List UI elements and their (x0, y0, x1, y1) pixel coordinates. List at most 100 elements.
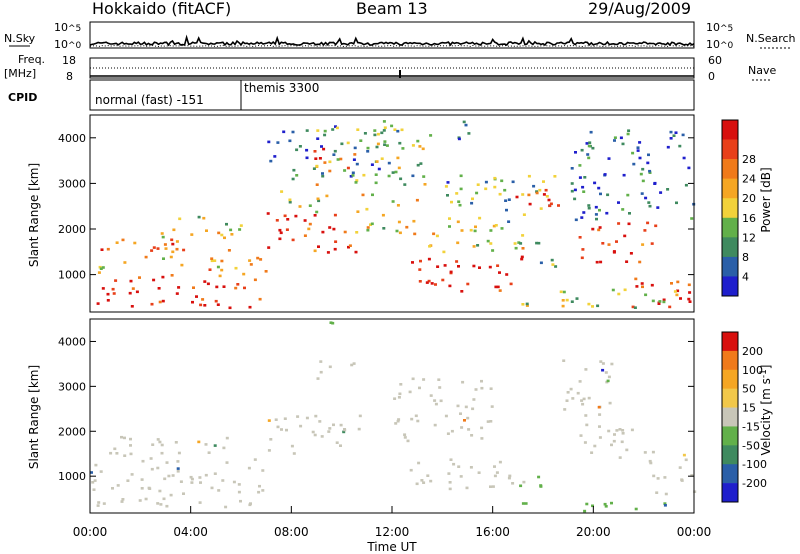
colorbar-swatch (722, 332, 738, 352)
powerImg-cell-15 (634, 277, 638, 281)
powerImg-cell-0 (112, 292, 116, 295)
velImg-cell-4 (511, 482, 515, 485)
powerImg-cell-18 (343, 169, 347, 172)
velImg-cell-11 (480, 426, 484, 430)
powerImg-cell-10 (473, 229, 477, 233)
powerImg-cell-11 (535, 190, 539, 193)
velImg-cell-11 (397, 396, 401, 399)
velocity-heatmap (90, 321, 697, 513)
time-axis-label: Time UT (366, 540, 417, 554)
velImg-cell-11 (456, 404, 460, 408)
freq-tick-bottom: 8 (66, 70, 73, 83)
powerImg-cell-17 (659, 191, 663, 194)
powerImg-cell-11 (457, 200, 461, 203)
powerImg-cell-0 (236, 283, 240, 286)
powerImg-cell-0 (199, 303, 203, 307)
powerImg-cell-13 (554, 265, 558, 268)
powerImg-cell-6 (318, 157, 322, 160)
powerImg-cell-16 (617, 292, 621, 296)
velImg-cell-2 (305, 416, 309, 420)
powerImg-cell-17 (687, 166, 691, 170)
powerImg-cell-15 (688, 300, 692, 303)
powerImg-cell-11 (446, 181, 450, 184)
powerImg-cell-8 (369, 223, 372, 226)
velImg-cell-5 (613, 433, 616, 436)
powerImg-cell-5 (288, 198, 292, 202)
powerImg-cell-2 (163, 243, 167, 246)
powerImg-cell-9 (466, 282, 470, 286)
powerImg-cell-7 (334, 125, 337, 128)
velImg-cell-11 (418, 386, 421, 390)
powerImg-cell-17 (669, 130, 673, 134)
colorbar-swatch (722, 350, 738, 371)
powerImg-cell-5 (280, 190, 284, 193)
powerImg-cell-0 (101, 287, 105, 290)
velImg-cell-2 (335, 441, 339, 444)
powerImg-cell-17 (626, 132, 630, 136)
powerImg-cell-19 (387, 174, 391, 178)
colorbar-swatch (722, 464, 738, 484)
powerImg-cell-19 (373, 129, 377, 132)
powerImg-cell-9 (496, 285, 500, 289)
velImg-cell-4 (429, 479, 433, 483)
velImg-cell-1 (177, 451, 181, 455)
velImg-cell-11 (470, 434, 474, 437)
velImg-cell-1 (213, 444, 217, 447)
velImg-cell-0 (150, 467, 154, 471)
powerImg-cell-16 (575, 297, 579, 300)
velImg-cell-4 (457, 465, 461, 468)
velImg-cell-6 (598, 413, 602, 416)
velImg-cell-4 (459, 475, 463, 478)
velImg-cell-11 (438, 386, 442, 389)
velImg-cell-4 (498, 460, 502, 464)
powerImg-cell-19 (383, 126, 387, 129)
velImg-cell-5 (621, 432, 625, 435)
powerImg-cell-0 (161, 275, 165, 279)
powerImg-cell-1 (256, 256, 260, 260)
powerImg-cell-17 (578, 164, 582, 167)
velImg-cell-4 (465, 486, 469, 490)
powerImg-cell-17 (578, 176, 582, 179)
velImg-cell-0 (198, 476, 202, 479)
powerImg-cell-11 (538, 188, 542, 192)
powerImg-cell-0 (228, 306, 232, 310)
powerImg-cell-18 (375, 145, 379, 149)
powerImg-cell-0 (138, 276, 141, 279)
time-axis: 00:00 04:00 08:00 12:00 16:00 20:00 00:00 (73, 506, 711, 539)
colorbar-swatch (722, 256, 738, 277)
powerImg-cell-17 (672, 134, 676, 137)
powerImg-cell-17 (591, 146, 595, 150)
powerImg-cell-1 (208, 268, 212, 271)
powerImg-cell-1 (220, 268, 224, 272)
velImg-cell-0 (97, 501, 101, 504)
powerImg-cell-2 (164, 247, 168, 250)
powerImg-cell-18 (366, 150, 370, 153)
velImg-cell-6 (571, 397, 575, 400)
velImg-cell-1 (174, 441, 178, 444)
velImg-cell-0 (176, 467, 180, 470)
velImg-cell-3 (316, 377, 320, 380)
powerImg-cell-1 (170, 274, 174, 277)
velImg-cell-5 (630, 428, 634, 432)
velImg-cell-0 (162, 497, 166, 501)
velImg-cell-6 (584, 368, 588, 371)
powerImg-cell-3 (202, 216, 206, 220)
velImg-cell-0 (190, 481, 194, 484)
powerImg-cell-4 (286, 218, 290, 221)
powerImg-cell-0 (203, 304, 207, 307)
powerImg-cell-3 (178, 217, 182, 221)
powerImg-cell-18 (295, 174, 299, 177)
velImg-cell-4 (493, 465, 496, 468)
velImg-cell-0 (225, 461, 229, 464)
powerImg-cell-13 (550, 258, 554, 262)
powerImg-cell-4 (326, 251, 330, 254)
powerImg-cell-0 (175, 292, 179, 295)
colorbar-tick-label: 28 (742, 153, 756, 166)
powerImg-cell-11 (459, 187, 463, 191)
powerImg-cell-19 (362, 173, 366, 177)
freq-tick-top: 18 (62, 54, 76, 67)
powerImg-cell-9 (496, 264, 500, 267)
powerImg-cell-11 (448, 217, 451, 220)
velImg-cell-0 (99, 470, 103, 473)
y-tick-label: 4000 (58, 335, 86, 348)
